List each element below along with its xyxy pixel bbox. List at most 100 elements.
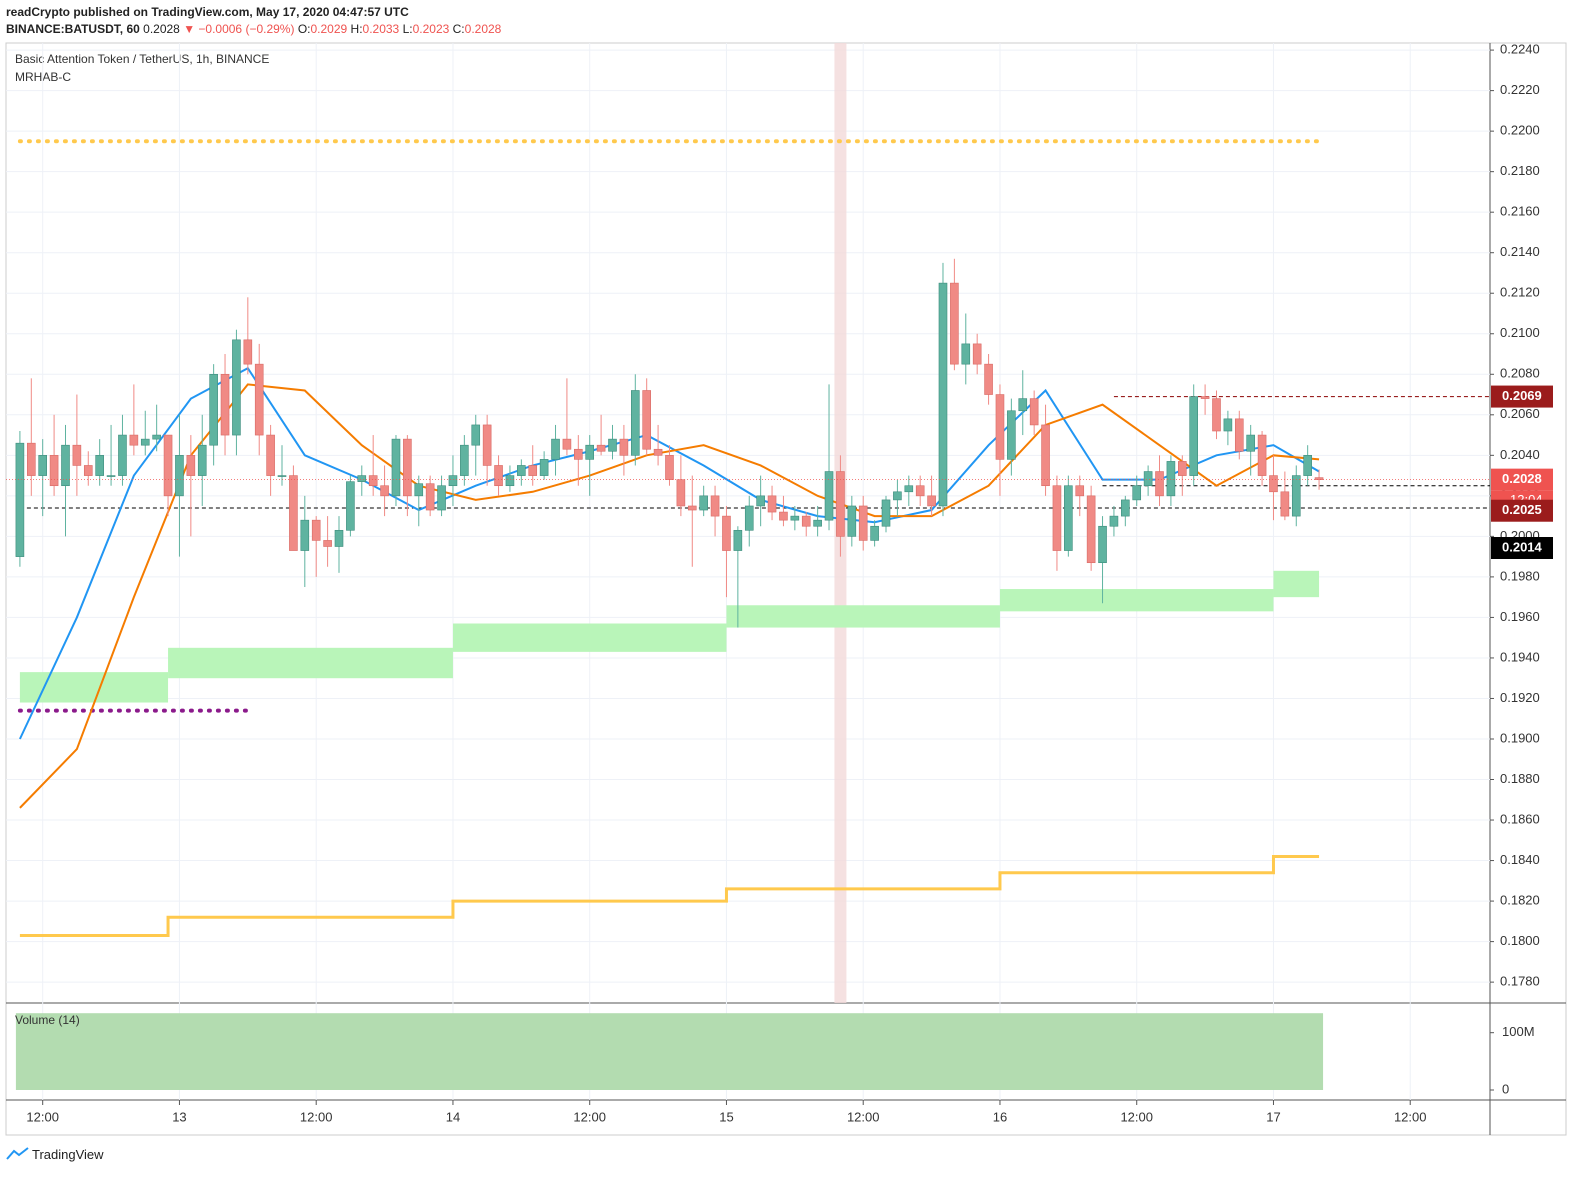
candle-body xyxy=(801,515,811,527)
candle-body xyxy=(334,529,344,547)
candle-body xyxy=(870,525,879,541)
symbol: BINANCE:BATUSDT, 60 xyxy=(6,22,140,36)
candle-body xyxy=(346,481,355,531)
candle-body xyxy=(311,519,321,541)
candle-body xyxy=(630,390,640,456)
price-badge xyxy=(1491,385,1553,408)
candle-body xyxy=(596,444,606,452)
candle-body xyxy=(653,448,663,456)
x-tick-label: 12:00 xyxy=(847,1109,880,1124)
y-tick-label: 0.1980 xyxy=(1500,568,1540,583)
candle-body xyxy=(72,444,82,466)
price-badge-label: 0.2069 xyxy=(1502,388,1542,403)
candle-body xyxy=(197,444,207,476)
y-tick-label: 0.2140 xyxy=(1500,244,1540,259)
candle-body xyxy=(152,434,161,440)
candle-body xyxy=(1291,475,1301,517)
logo xyxy=(6,1147,29,1160)
candle-body xyxy=(83,465,93,476)
candle-body xyxy=(1280,491,1290,517)
candle-body xyxy=(1200,396,1210,399)
candle-body xyxy=(471,424,481,446)
y-tick-label: 0.2240 xyxy=(1500,42,1540,57)
candle-body xyxy=(1098,525,1107,564)
price-badge xyxy=(1491,468,1553,491)
y-tick-label: 0.2120 xyxy=(1500,285,1540,300)
h: 0.2033 xyxy=(362,22,400,36)
h-label: H: xyxy=(350,22,363,36)
candle-body xyxy=(357,475,367,482)
candle-body xyxy=(106,475,116,477)
candle-body xyxy=(881,499,891,527)
y-tick-label: 0.1780 xyxy=(1500,974,1540,989)
frame xyxy=(5,42,1567,1136)
candle-body xyxy=(699,495,708,511)
candle-body xyxy=(722,515,731,551)
candle-body xyxy=(1212,398,1221,432)
candle-body xyxy=(551,438,560,460)
candle-body xyxy=(1269,475,1278,493)
candle-body xyxy=(904,485,914,493)
candle-body xyxy=(574,448,583,460)
candle-body xyxy=(1155,471,1164,497)
support-band xyxy=(452,623,727,652)
candle-body xyxy=(220,373,230,436)
candle-body xyxy=(972,343,982,365)
candle-body xyxy=(608,438,617,452)
candle-body xyxy=(915,485,925,497)
x-tick-label: 17 xyxy=(1266,1109,1280,1124)
last: 0.2028 xyxy=(143,22,180,36)
support-band xyxy=(19,672,169,703)
ohlc-line: BINANCE:BATUSDT, 60 0.2028 ▼ −0.0006 (−0… xyxy=(6,22,501,36)
candle-body xyxy=(756,495,765,507)
candle-body xyxy=(927,495,936,507)
x-tick-label: 12:00 xyxy=(1120,1109,1153,1124)
candle-body xyxy=(61,444,70,487)
candle-body xyxy=(1314,477,1324,480)
y-tick-label: 0.2100 xyxy=(1500,325,1540,340)
candle-body xyxy=(1075,485,1085,497)
x-tick-label: 13 xyxy=(172,1109,186,1124)
candle-body xyxy=(767,495,777,513)
y-tick-label: 0.2220 xyxy=(1500,82,1540,97)
candle-body xyxy=(323,540,332,547)
c: 0.2028 xyxy=(464,22,502,36)
y-tick-label: 0.2200 xyxy=(1500,123,1540,138)
candle-body xyxy=(391,438,401,497)
y-tick-label: 0.1800 xyxy=(1500,933,1540,948)
candle-body xyxy=(1029,398,1039,426)
candle-body xyxy=(300,519,310,551)
candle-body xyxy=(642,390,651,450)
x-tick-label: 12:00 xyxy=(300,1109,333,1124)
candle-body xyxy=(1109,515,1119,527)
candle-body xyxy=(95,455,104,476)
candle-body xyxy=(254,363,264,436)
candle-body xyxy=(790,515,800,521)
candle-body xyxy=(140,438,150,446)
candle-body xyxy=(1121,499,1130,517)
candle-body xyxy=(1143,471,1153,487)
price-badge-label: 0.2028 xyxy=(1502,471,1542,486)
candle-body xyxy=(733,529,743,551)
candle-body xyxy=(368,475,378,487)
candle-body xyxy=(517,465,526,476)
brand: TradingView xyxy=(32,1147,104,1162)
y-tick-label: 0.1940 xyxy=(1500,649,1540,664)
candle-body xyxy=(15,442,25,557)
y-tick-label: 0.2180 xyxy=(1500,163,1540,178)
candle-body xyxy=(1132,485,1142,501)
candle-body xyxy=(665,455,674,480)
candle-body xyxy=(380,485,389,497)
candle-body xyxy=(836,471,845,537)
brand-text: TradingView xyxy=(32,1147,104,1162)
price-badge-label: 0.2014 xyxy=(1502,539,1543,554)
candle-body xyxy=(687,505,697,511)
candle-body xyxy=(744,505,754,531)
candle-body xyxy=(1223,418,1233,432)
candle-body xyxy=(1246,434,1255,452)
candle-body xyxy=(984,363,993,395)
candle-body xyxy=(129,434,139,446)
publisher: readCrypto published on TradingView.com,… xyxy=(6,5,409,19)
candle-body xyxy=(289,475,298,551)
